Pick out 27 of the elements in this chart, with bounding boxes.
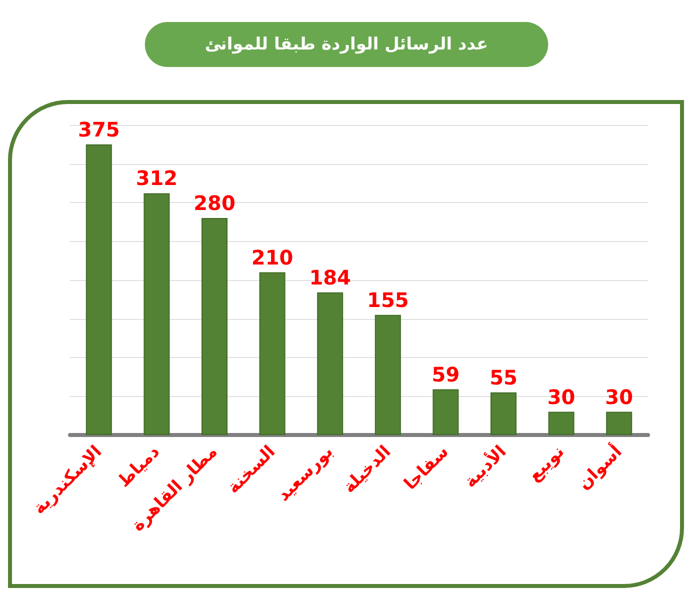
x-tick-label: أسوان bbox=[572, 440, 626, 494]
bar bbox=[606, 412, 632, 435]
data-label: 59 bbox=[432, 362, 460, 386]
chart-title: عدد الرسائل الواردة طبقا للموانئ bbox=[204, 34, 488, 54]
bar bbox=[490, 392, 517, 435]
bar bbox=[144, 193, 170, 435]
bar bbox=[259, 272, 286, 435]
data-label: 155 bbox=[367, 288, 409, 312]
data-label: 375 bbox=[78, 117, 120, 142]
x-tick-label: الدخيلة bbox=[340, 442, 395, 498]
bar bbox=[374, 314, 401, 435]
x-tick-label: سفاجا bbox=[400, 442, 453, 494]
x-tick-label: نويبع bbox=[524, 442, 568, 486]
bar bbox=[432, 389, 459, 435]
x-tick-label: الإسكندرية bbox=[29, 442, 106, 518]
data-label: 30 bbox=[547, 384, 576, 409]
data-label: 30 bbox=[605, 384, 634, 409]
bar bbox=[201, 218, 228, 435]
bar bbox=[317, 292, 344, 435]
data-label: 312 bbox=[136, 166, 178, 190]
data-label: 280 bbox=[194, 191, 236, 215]
x-tick-label: الأدبية bbox=[459, 440, 511, 492]
bar bbox=[548, 412, 574, 435]
data-label: 55 bbox=[490, 365, 518, 390]
data-label: 184 bbox=[309, 265, 351, 290]
data-label: 210 bbox=[251, 245, 294, 270]
bar bbox=[86, 144, 112, 435]
